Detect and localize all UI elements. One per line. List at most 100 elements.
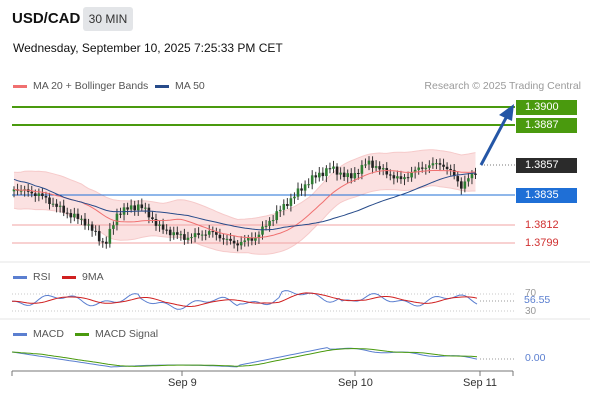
candle-body: [129, 205, 133, 210]
x-label-sep9: Sep 9: [168, 377, 197, 389]
candle-body: [193, 233, 197, 238]
rsi-legend-label: RSI: [33, 271, 51, 283]
candle-body: [332, 166, 335, 169]
candle-body: [261, 226, 264, 235]
candle-body: [115, 213, 119, 226]
macd-line: [11, 347, 478, 368]
candle-body: [225, 238, 229, 240]
candle-body: [211, 231, 215, 233]
candle-body: [87, 224, 90, 226]
candle-body: [140, 204, 144, 209]
candle-body: [58, 205, 62, 207]
ma20-legend: MA 20 + Bollinger Bands: [13, 80, 148, 92]
candle-body: [30, 191, 34, 194]
timeframe-badge[interactable]: 30 MIN: [83, 7, 133, 31]
candle-body: [254, 237, 257, 241]
candle-body: [300, 188, 303, 191]
candle-body: [44, 196, 48, 198]
candle-body: [271, 220, 275, 222]
candle-body: [76, 213, 80, 219]
research-credit: Research © 2025 Trading Central: [424, 80, 581, 92]
ma50-legend: MA 50: [155, 80, 205, 92]
candle-body: [342, 172, 346, 178]
rsi-value: 56.55: [524, 294, 551, 306]
candle-body: [119, 213, 122, 215]
candle-body: [389, 174, 392, 176]
bollinger-upper-line: [13, 149, 476, 221]
candle-body: [392, 175, 396, 179]
candle-body: [108, 228, 112, 244]
candle-body: [80, 218, 83, 220]
candle-body: [278, 209, 282, 212]
candle-body: [232, 240, 236, 244]
macd-signal-line: [11, 347, 478, 367]
candle-body: [353, 173, 357, 179]
candle-body: [367, 160, 371, 165]
candle-body: [424, 167, 428, 169]
rsi-ma-legend-label: 9MA: [82, 271, 104, 283]
candle-body: [303, 184, 307, 191]
candle-body: [197, 233, 200, 235]
candle-body: [19, 190, 23, 192]
resistance-1-label: 1.3887: [516, 118, 577, 133]
candle-body: [374, 166, 378, 168]
candle-body: [144, 207, 147, 209]
candle-body: [286, 204, 289, 206]
candle-body: [381, 168, 385, 170]
ma50-line: [13, 172, 476, 231]
candle-body: [282, 204, 286, 210]
candle-body: [289, 198, 293, 206]
candle-body: [420, 167, 424, 169]
candle-body: [318, 172, 321, 178]
candle-body: [321, 172, 325, 177]
candle-body: [293, 196, 296, 199]
candle-body: [442, 164, 445, 167]
candle-body: [207, 231, 211, 235]
macd-legend: MACD: [13, 328, 64, 340]
macd-signal-legend: MACD Signal: [75, 328, 158, 340]
candle-body: [105, 241, 108, 244]
rsi-ma-line: [12, 292, 478, 308]
candle-body: [275, 211, 278, 221]
candlesticks: [12, 156, 477, 252]
candle-body: [172, 232, 176, 236]
ma20-line: [13, 169, 476, 239]
candle-body: [428, 165, 431, 168]
support-2-label: 1.3799: [525, 237, 559, 249]
forecast-arrow-shaft: [479, 115, 509, 166]
candle-body: [168, 229, 172, 236]
resistance-2-label: 1.3900: [516, 100, 577, 115]
candle-body: [403, 177, 406, 180]
candle-body: [65, 212, 69, 214]
rsi-ma-swatch: [62, 275, 76, 279]
candle-body: [470, 173, 474, 179]
candle-body: [126, 207, 129, 210]
pivot-label: 1.3835: [516, 188, 577, 203]
candle-body: [122, 207, 126, 215]
candle-body: [456, 176, 460, 182]
rsi-level-30-label: 30: [525, 306, 537, 317]
candle-body: [435, 163, 438, 165]
candle-body: [371, 160, 374, 168]
candle-body: [264, 225, 268, 227]
candle-body: [310, 175, 314, 185]
candle-body: [474, 173, 477, 175]
candle-body: [314, 175, 318, 178]
price-levels: [12, 106, 515, 244]
rsi-line: [12, 290, 478, 310]
current-price-label: 1.3857: [516, 158, 577, 173]
candle-body: [239, 241, 243, 246]
candle-body: [335, 166, 339, 175]
candle-body: [257, 234, 261, 238]
candle-body: [243, 240, 247, 242]
macd-swatch: [13, 332, 27, 336]
candle-body: [34, 193, 37, 196]
candle-body: [339, 172, 342, 175]
candle-body: [349, 173, 353, 179]
candle-body: [154, 219, 158, 226]
report-datetime: Wednesday, September 10, 2025 7:25:33 PM…: [13, 41, 283, 55]
bollinger-band: [14, 149, 476, 255]
candle-body: [250, 237, 254, 241]
candle-body: [307, 184, 310, 186]
